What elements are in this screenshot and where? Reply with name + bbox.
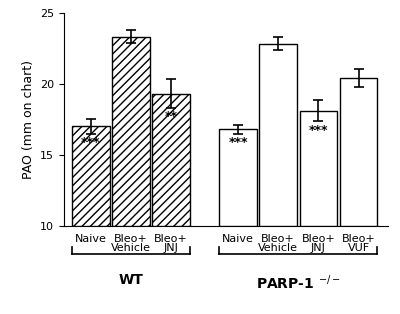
Y-axis label: PAO (mm on chart): PAO (mm on chart)	[22, 60, 34, 179]
Bar	[72, 127, 110, 226]
Bar	[219, 129, 257, 226]
Text: WT: WT	[118, 273, 143, 287]
Text: ***: ***	[81, 136, 100, 149]
Text: ***: ***	[309, 124, 328, 137]
Bar	[300, 111, 337, 226]
Text: **: **	[165, 110, 178, 123]
Bar	[152, 94, 190, 226]
Bar	[112, 37, 150, 226]
Text: ***: ***	[228, 136, 248, 149]
Text: PARP-1 $^{-/-}$: PARP-1 $^{-/-}$	[256, 273, 340, 292]
Bar	[260, 44, 297, 226]
Bar	[340, 78, 377, 226]
